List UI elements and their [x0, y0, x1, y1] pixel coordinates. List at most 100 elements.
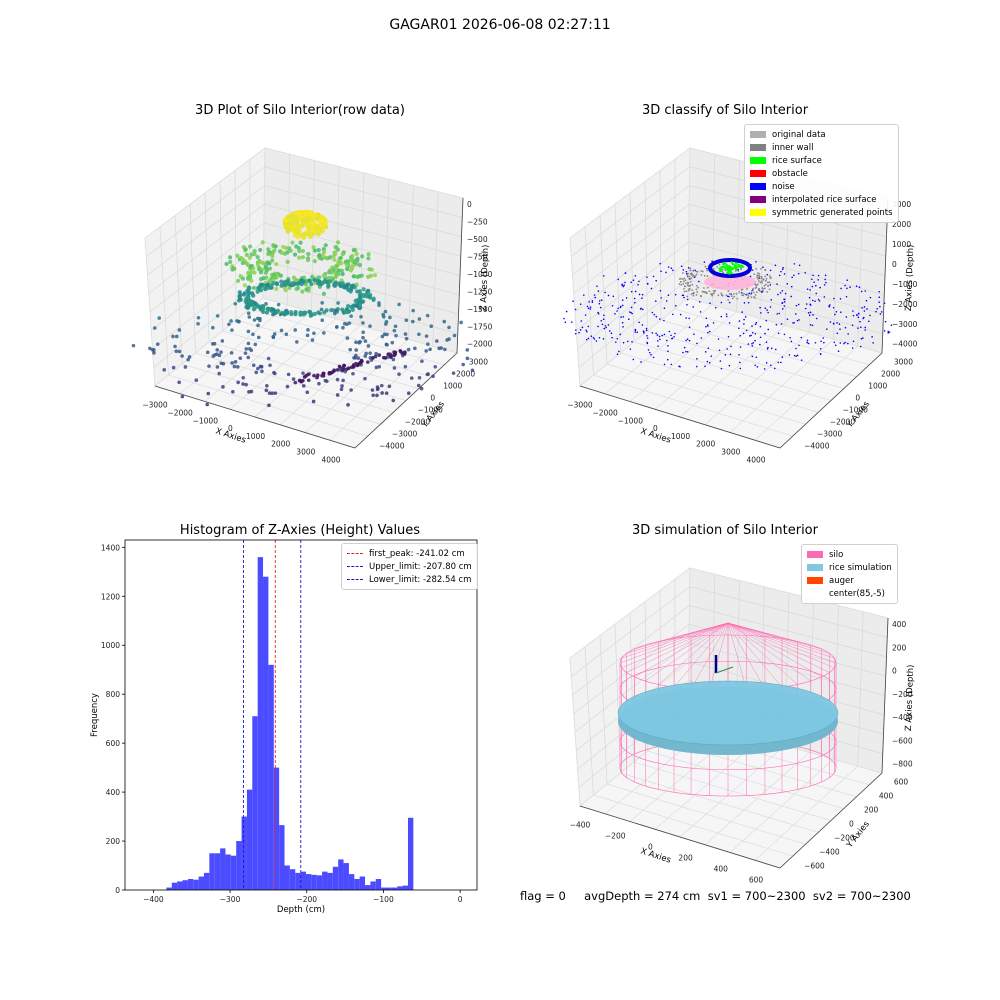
p2-noise-point — [743, 318, 745, 321]
legend-label: rice simulation — [829, 562, 892, 573]
p1-point — [211, 354, 216, 358]
p4-z-tick-label: 0 — [892, 667, 897, 676]
p1-point — [221, 361, 226, 366]
p1-point — [379, 383, 384, 388]
histogram-bar — [365, 885, 371, 890]
p2-noise-point — [811, 299, 814, 302]
p1-point — [261, 309, 266, 315]
p2-wall-point — [680, 277, 682, 280]
p1-point — [301, 371, 305, 375]
legend-line — [347, 566, 363, 567]
p2-noise-point — [782, 266, 784, 269]
y-tick-label: 600 — [106, 739, 121, 748]
p2-wall-point — [764, 269, 767, 272]
p1-point — [321, 273, 326, 278]
p2-noise-point — [800, 359, 803, 361]
p1-point — [340, 384, 344, 388]
p2-noise-point — [861, 337, 864, 339]
p1-point — [393, 352, 397, 357]
p1-point — [293, 380, 298, 385]
p1-grid — [219, 181, 223, 332]
p1-point — [257, 304, 263, 309]
p4-y-tick-label: 200 — [864, 806, 879, 815]
p1-y-axis-line — [354, 352, 458, 449]
p1-point — [227, 255, 233, 260]
p1-point — [426, 372, 430, 376]
p1-point — [315, 375, 319, 380]
p1-point — [295, 281, 301, 286]
p2-noise-point — [632, 358, 635, 361]
p2-wall-point — [696, 270, 699, 273]
p2-noise-point — [602, 275, 605, 277]
p1-point — [349, 388, 353, 392]
p2-wall-point — [700, 270, 703, 272]
p2-noise-point — [600, 319, 603, 322]
p2-rice-point — [720, 265, 723, 269]
p1-point — [157, 316, 162, 320]
p2-noise-point — [706, 360, 709, 363]
p1-point — [255, 255, 260, 260]
y-tick-label: 0 — [115, 886, 120, 895]
silo-roof-line — [727, 622, 766, 690]
p2-noise-point — [743, 302, 746, 304]
silo-roof-line — [727, 622, 830, 654]
p2-rice-point — [728, 269, 731, 272]
p1-point — [295, 234, 301, 240]
p1-point — [377, 353, 382, 357]
status-footer: flag = 0 avgDepth = 274 cm sv1 = 700~230… — [520, 889, 911, 903]
p1-point — [344, 262, 349, 267]
p2-noise-point — [686, 298, 689, 301]
p2-noise-point — [766, 273, 769, 276]
p1-point — [299, 278, 304, 284]
p2-noise-point — [852, 314, 855, 317]
silo-roof-line — [673, 622, 729, 639]
histogram-bar — [209, 853, 215, 890]
legend-label: center(85,-5) — [829, 588, 885, 599]
p2-noise-point — [611, 336, 613, 339]
p1-point — [298, 310, 303, 315]
p1-point — [256, 335, 261, 340]
p2-wall-point — [690, 277, 693, 280]
p2-rice-point — [726, 271, 729, 274]
p2-noise-point — [674, 304, 677, 307]
p2-noise-point — [688, 339, 691, 342]
p2-noise-point — [652, 356, 655, 359]
p2-x-tick-label: 0 — [653, 424, 658, 433]
p2-noise-point — [705, 317, 708, 320]
p2-noise-point — [674, 332, 676, 335]
p2-noise-point — [839, 328, 841, 330]
p2-noise-point — [790, 285, 793, 288]
p2-noise-point — [682, 269, 685, 271]
p2-noise-point — [699, 311, 702, 313]
rice-surface — [617, 680, 839, 746]
p2-noise-point — [671, 337, 674, 340]
p1-point — [196, 315, 201, 320]
p1-point — [316, 248, 321, 253]
p2-noise-point — [602, 318, 605, 321]
p1-point — [233, 301, 238, 306]
p2-noise-point — [878, 296, 881, 299]
p1-point — [352, 260, 357, 265]
p2-noise-point — [820, 340, 822, 343]
p2-noise-point — [660, 270, 662, 273]
p2-noise-point — [572, 300, 574, 303]
p2-rice-point — [725, 265, 728, 268]
p1-point — [356, 356, 361, 360]
p2-noise-point — [604, 291, 606, 294]
histogram-bar — [182, 880, 188, 890]
p1-point — [174, 334, 179, 339]
p1-point — [365, 360, 370, 364]
p2-noise-point — [614, 313, 616, 315]
p1-x-tick-label: 0 — [228, 424, 233, 433]
p2-noise-point — [811, 324, 814, 327]
p2-noise-point — [719, 360, 722, 362]
p2-grid — [729, 338, 834, 433]
p1-point — [242, 283, 248, 288]
p2-noise-point — [685, 339, 687, 342]
p1-point — [312, 373, 316, 378]
p2-noise-point — [828, 305, 830, 308]
p2-noise-point — [725, 315, 728, 318]
p2-noise-point — [878, 290, 880, 293]
p2-wall-point — [703, 291, 706, 294]
p2-wall-point — [685, 290, 688, 293]
